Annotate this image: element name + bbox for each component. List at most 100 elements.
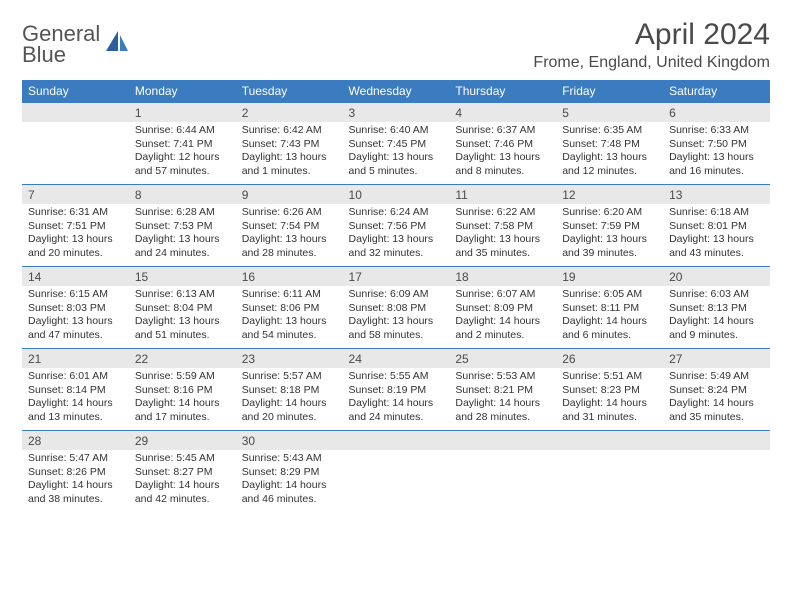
day-cell: [343, 431, 450, 513]
weekday-header: Monday: [129, 80, 236, 103]
day-number: 20: [663, 267, 770, 286]
day-cell: 9Sunrise: 6:26 AMSunset: 7:54 PMDaylight…: [236, 185, 343, 267]
day-number: 14: [22, 267, 129, 286]
sunset-text: Sunset: 8:29 PM: [242, 466, 337, 480]
day-info: Sunrise: 6:33 AMSunset: 7:50 PMDaylight:…: [663, 122, 770, 183]
week-row: 28Sunrise: 5:47 AMSunset: 8:26 PMDayligh…: [22, 431, 770, 513]
sunset-text: Sunset: 7:41 PM: [135, 138, 230, 152]
day-info: Sunrise: 6:13 AMSunset: 8:04 PMDaylight:…: [129, 286, 236, 347]
day-cell: [22, 103, 129, 185]
sail-icon: [104, 29, 130, 60]
day-number: 24: [343, 349, 450, 368]
day-cell: 10Sunrise: 6:24 AMSunset: 7:56 PMDayligh…: [343, 185, 450, 267]
day-cell: 18Sunrise: 6:07 AMSunset: 8:09 PMDayligh…: [449, 267, 556, 349]
daylight-text: Daylight: 14 hours and 38 minutes.: [28, 479, 123, 506]
sunrise-text: Sunrise: 6:11 AM: [242, 288, 337, 302]
daylight-text: Daylight: 14 hours and 2 minutes.: [455, 315, 550, 342]
month-title: April 2024: [533, 18, 770, 52]
day-info: Sunrise: 5:43 AMSunset: 8:29 PMDaylight:…: [236, 450, 343, 511]
day-info: Sunrise: 6:40 AMSunset: 7:45 PMDaylight:…: [343, 122, 450, 183]
sunset-text: Sunset: 7:48 PM: [562, 138, 657, 152]
day-info: Sunrise: 5:45 AMSunset: 8:27 PMDaylight:…: [129, 450, 236, 511]
daylight-text: Daylight: 14 hours and 13 minutes.: [28, 397, 123, 424]
day-number: 6: [663, 103, 770, 122]
sunset-text: Sunset: 8:19 PM: [349, 384, 444, 398]
day-cell: 29Sunrise: 5:45 AMSunset: 8:27 PMDayligh…: [129, 431, 236, 513]
sunset-text: Sunset: 7:45 PM: [349, 138, 444, 152]
day-number: 11: [449, 185, 556, 204]
day-number: 27: [663, 349, 770, 368]
day-info: Sunrise: 6:01 AMSunset: 8:14 PMDaylight:…: [22, 368, 129, 429]
sunset-text: Sunset: 8:14 PM: [28, 384, 123, 398]
day-info: Sunrise: 6:31 AMSunset: 7:51 PMDaylight:…: [22, 204, 129, 265]
day-info: Sunrise: 5:55 AMSunset: 8:19 PMDaylight:…: [343, 368, 450, 429]
day-number: 26: [556, 349, 663, 368]
day-cell: 22Sunrise: 5:59 AMSunset: 8:16 PMDayligh…: [129, 349, 236, 431]
day-info: Sunrise: 5:47 AMSunset: 8:26 PMDaylight:…: [22, 450, 129, 511]
sunrise-text: Sunrise: 6:33 AM: [669, 124, 764, 138]
location: Frome, England, United Kingdom: [533, 54, 770, 72]
daylight-text: Daylight: 13 hours and 43 minutes.: [669, 233, 764, 260]
week-row: 7Sunrise: 6:31 AMSunset: 7:51 PMDaylight…: [22, 185, 770, 267]
day-cell: 2Sunrise: 6:42 AMSunset: 7:43 PMDaylight…: [236, 103, 343, 185]
sunrise-text: Sunrise: 6:31 AM: [28, 206, 123, 220]
sunset-text: Sunset: 7:54 PM: [242, 220, 337, 234]
sunset-text: Sunset: 7:50 PM: [669, 138, 764, 152]
day-cell: 17Sunrise: 6:09 AMSunset: 8:08 PMDayligh…: [343, 267, 450, 349]
day-info: Sunrise: 5:51 AMSunset: 8:23 PMDaylight:…: [556, 368, 663, 429]
daylight-text: Daylight: 13 hours and 51 minutes.: [135, 315, 230, 342]
week-row: 14Sunrise: 6:15 AMSunset: 8:03 PMDayligh…: [22, 267, 770, 349]
sunset-text: Sunset: 8:18 PM: [242, 384, 337, 398]
title-block: April 2024 Frome, England, United Kingdo…: [533, 18, 770, 72]
day-cell: 13Sunrise: 6:18 AMSunset: 8:01 PMDayligh…: [663, 185, 770, 267]
day-info: Sunrise: 6:35 AMSunset: 7:48 PMDaylight:…: [556, 122, 663, 183]
sunrise-text: Sunrise: 6:01 AM: [28, 370, 123, 384]
daylight-text: Daylight: 14 hours and 46 minutes.: [242, 479, 337, 506]
sunset-text: Sunset: 8:01 PM: [669, 220, 764, 234]
day-info: Sunrise: 5:59 AMSunset: 8:16 PMDaylight:…: [129, 368, 236, 429]
day-number: 18: [449, 267, 556, 286]
sunrise-text: Sunrise: 5:55 AM: [349, 370, 444, 384]
sunrise-text: Sunrise: 6:13 AM: [135, 288, 230, 302]
day-cell: 6Sunrise: 6:33 AMSunset: 7:50 PMDaylight…: [663, 103, 770, 185]
sunset-text: Sunset: 7:43 PM: [242, 138, 337, 152]
day-info: Sunrise: 6:11 AMSunset: 8:06 PMDaylight:…: [236, 286, 343, 347]
day-info: Sunrise: 6:03 AMSunset: 8:13 PMDaylight:…: [663, 286, 770, 347]
day-info: Sunrise: 6:44 AMSunset: 7:41 PMDaylight:…: [129, 122, 236, 183]
sunrise-text: Sunrise: 5:43 AM: [242, 452, 337, 466]
day-cell: 4Sunrise: 6:37 AMSunset: 7:46 PMDaylight…: [449, 103, 556, 185]
day-cell: [449, 431, 556, 513]
daylight-text: Daylight: 13 hours and 5 minutes.: [349, 151, 444, 178]
day-number: 7: [22, 185, 129, 204]
day-info: Sunrise: 6:26 AMSunset: 7:54 PMDaylight:…: [236, 204, 343, 265]
daylight-text: Daylight: 13 hours and 35 minutes.: [455, 233, 550, 260]
day-number: 4: [449, 103, 556, 122]
day-info: Sunrise: 6:05 AMSunset: 8:11 PMDaylight:…: [556, 286, 663, 347]
day-info: Sunrise: 6:37 AMSunset: 7:46 PMDaylight:…: [449, 122, 556, 183]
sunrise-text: Sunrise: 6:40 AM: [349, 124, 444, 138]
day-cell: 25Sunrise: 5:53 AMSunset: 8:21 PMDayligh…: [449, 349, 556, 431]
calendar-table: Sunday Monday Tuesday Wednesday Thursday…: [22, 80, 770, 513]
day-number: 19: [556, 267, 663, 286]
day-number: [449, 431, 556, 450]
sunset-text: Sunset: 8:06 PM: [242, 302, 337, 316]
day-cell: 21Sunrise: 6:01 AMSunset: 8:14 PMDayligh…: [22, 349, 129, 431]
day-number: 13: [663, 185, 770, 204]
sunrise-text: Sunrise: 6:20 AM: [562, 206, 657, 220]
daylight-text: Daylight: 14 hours and 20 minutes.: [242, 397, 337, 424]
calendar-body: 1Sunrise: 6:44 AMSunset: 7:41 PMDaylight…: [22, 103, 770, 513]
weekday-header: Thursday: [449, 80, 556, 103]
weekday-header: Sunday: [22, 80, 129, 103]
day-number: 12: [556, 185, 663, 204]
day-number: [663, 431, 770, 450]
day-cell: 5Sunrise: 6:35 AMSunset: 7:48 PMDaylight…: [556, 103, 663, 185]
day-info: Sunrise: 6:15 AMSunset: 8:03 PMDaylight:…: [22, 286, 129, 347]
day-number: 22: [129, 349, 236, 368]
sunset-text: Sunset: 8:26 PM: [28, 466, 123, 480]
weekday-header-row: Sunday Monday Tuesday Wednesday Thursday…: [22, 80, 770, 103]
daylight-text: Daylight: 13 hours and 24 minutes.: [135, 233, 230, 260]
daylight-text: Daylight: 14 hours and 24 minutes.: [349, 397, 444, 424]
daylight-text: Daylight: 13 hours and 39 minutes.: [562, 233, 657, 260]
day-number: 21: [22, 349, 129, 368]
sunrise-text: Sunrise: 6:37 AM: [455, 124, 550, 138]
